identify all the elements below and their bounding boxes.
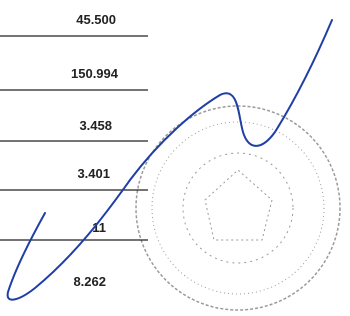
document-canvas: 45.500 150.994 3.458 3.401 11 8.262 — [0, 0, 350, 316]
document-page: 45.500 150.994 3.458 3.401 11 8.262 — [0, 0, 350, 316]
amount: 3.401 — [77, 166, 110, 181]
amount: 45.500 — [76, 12, 116, 27]
amount: 8.262 — [73, 274, 106, 289]
amount: 150.994 — [71, 66, 119, 81]
amount: 3.458 — [79, 118, 112, 133]
signature — [8, 20, 332, 300]
